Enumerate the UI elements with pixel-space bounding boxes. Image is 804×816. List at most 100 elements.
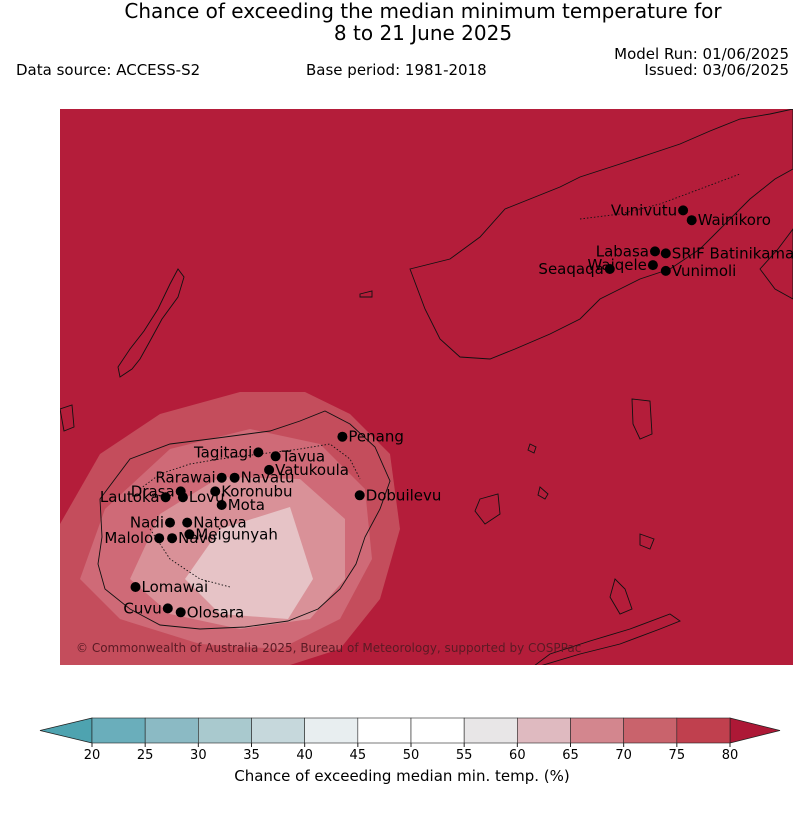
data-source-text: Data source: ACCESS-S2 [16, 61, 201, 79]
place-marker [660, 265, 671, 276]
place-label: Natova [193, 514, 247, 532]
place-label: Olosara [187, 603, 245, 621]
islet-lau-2 [474, 493, 501, 525]
place-marker [678, 205, 689, 216]
place-marker [216, 500, 227, 510]
map-title-line2: 8 to 21 June 2025 [333, 21, 513, 45]
place-label: Navatu [241, 469, 295, 487]
islet-lau-3 [609, 578, 633, 615]
colorbar-tick-label: 65 [562, 748, 579, 763]
place-marker [604, 264, 615, 274]
colorbar-swatch [676, 717, 731, 744]
colorbar-tick-label: 30 [190, 748, 207, 763]
colorbar-tick-label: 25 [137, 748, 154, 763]
colorbar-label: Chance of exceeding median min. temp. (%… [234, 767, 570, 785]
place-marker [160, 492, 171, 503]
map-title-line1: Chance of exceeding the median minimum t… [124, 0, 722, 23]
colorbar-tick-label: 45 [350, 748, 367, 763]
islet-gau [639, 533, 655, 550]
islet-beqa [359, 290, 373, 298]
place-label: Waiqele [588, 256, 647, 274]
place-label: Dobuilevu [366, 486, 442, 504]
colorbar-swatch [463, 717, 518, 744]
colorbar-tick-label: 70 [615, 748, 632, 763]
place-marker [154, 533, 165, 544]
colorbar-extend-high [729, 717, 781, 744]
place-marker [182, 517, 193, 528]
place-marker [162, 603, 173, 614]
colorbar-swatch [198, 717, 252, 744]
place-label: Rarawai [155, 469, 215, 487]
colorbar-tick-label: 20 [84, 748, 101, 763]
forecast-map: Vunivutu Wainikoro Labasa SRIF Batinikama Wa… [60, 109, 793, 665]
colorbar-tick-label: 80 [722, 748, 739, 763]
colorbar-swatch [517, 717, 571, 744]
place-label: Lovu [189, 488, 225, 506]
place-label: Vunivutu [611, 201, 677, 219]
colorbar-swatch [144, 717, 199, 744]
place-marker [229, 472, 240, 483]
place-marker [130, 582, 141, 592]
place-label: Tagitagi [193, 443, 252, 461]
place-marker [165, 517, 175, 528]
contour-60-65 [185, 507, 313, 619]
base-period-text: Base period: 1981-2018 [306, 61, 487, 79]
place-marker [177, 492, 188, 503]
islet-yasawa-1 [117, 268, 185, 378]
place-label: Penang [348, 428, 403, 446]
place-label: Navo [178, 529, 216, 547]
place-label: Seaqaqa [538, 260, 603, 278]
place-marker [270, 451, 281, 462]
place-marker [184, 529, 195, 540]
colorbar-tick-label: 55 [456, 748, 473, 763]
islet-ovalau [527, 443, 537, 454]
coastlines [60, 109, 793, 665]
place-label: Lautoka [100, 488, 160, 506]
colorbar-swatch [570, 717, 624, 744]
map-canvas: Vunivutu Wainikoro Labasa SRIF Batinikama Wa… [60, 109, 793, 665]
place-label: Wainikoro [698, 211, 771, 229]
place-marker [354, 490, 365, 501]
place-label: Vatukoula [275, 461, 349, 479]
place-markers: Vunivutu Wainikoro Labasa SRIF Batinikama Wa… [100, 201, 793, 621]
place-label: Lomawai [142, 578, 209, 596]
colorbar-tick-label: 40 [296, 748, 313, 763]
place-label: Cuvu [123, 599, 161, 617]
colorbar: 20 25 30 35 40 45 50 55 60 65 70 75 80 [39, 717, 781, 763]
place-marker [210, 486, 221, 497]
place-label: Koronubu [221, 482, 292, 500]
place-label: SRIF Batinikama [672, 244, 793, 262]
colorbar-tick-label: 50 [403, 748, 420, 763]
taveuni-coast [759, 228, 793, 300]
place-marker [337, 431, 348, 442]
colorbar-swatch [357, 717, 412, 744]
islet-lau-1 [631, 398, 653, 440]
place-label: Labasa [596, 242, 649, 260]
place-label: Meigunyah [195, 525, 277, 543]
colorbar-extend-low [39, 717, 93, 744]
colorbar-swatch [251, 717, 305, 744]
colorbar-swatch [410, 717, 465, 744]
place-marker [264, 464, 275, 475]
copyright-notice: © Commonwealth of Australia 2025, Bureau… [76, 641, 582, 655]
colorbar-swatch [91, 717, 146, 744]
colorbar-tick-label: 60 [509, 748, 526, 763]
place-marker [686, 215, 697, 226]
place-label: Nadi [130, 514, 164, 532]
place-marker [167, 533, 178, 544]
vanua-levu-coast [409, 109, 793, 360]
place-marker [216, 472, 227, 483]
place-label: Vunimoli [672, 262, 737, 280]
issued-text: Issued: 03/06/2025 [644, 61, 789, 79]
place-marker [253, 447, 264, 458]
colorbar-tick-label: 35 [243, 748, 260, 763]
place-label: Malolo [104, 529, 153, 547]
place-marker [660, 248, 671, 259]
islet-koro [537, 486, 549, 500]
place-marker [647, 260, 658, 271]
place-marker [650, 246, 660, 257]
islet-kadavu [534, 613, 681, 665]
colorbar-swatch [304, 717, 359, 744]
colorbar-swatch [623, 717, 678, 744]
model-run-text: Model Run: 01/06/2025 [614, 45, 789, 63]
